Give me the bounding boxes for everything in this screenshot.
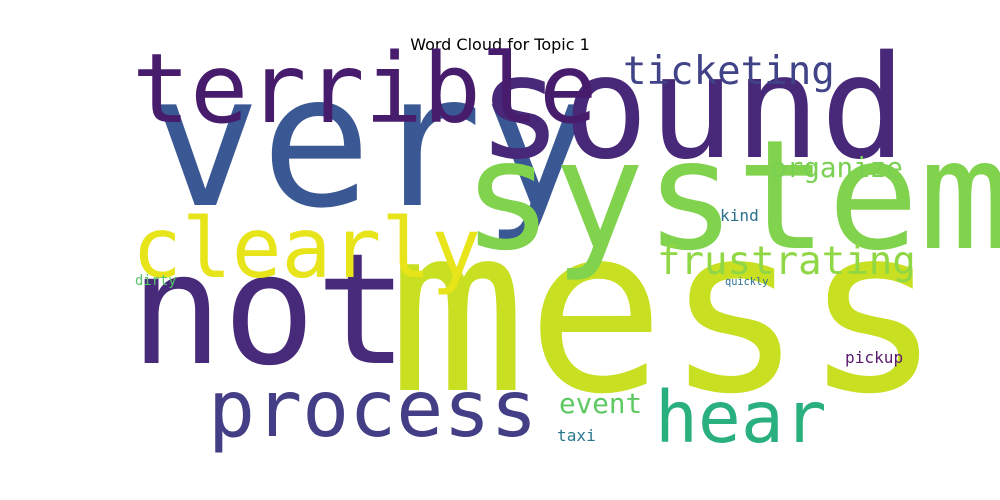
word-pickup: pickup [845,348,903,367]
word-terrible: terrible [132,32,597,145]
word-clearly: clearly [132,200,481,297]
word-ticketing: ticketing [623,49,835,94]
word-process: process [208,364,538,455]
word-mess: mess [388,178,942,445]
word-very: very [150,35,593,249]
word-frustrating: frustrating [657,239,916,284]
word-not: not [130,221,408,400]
chart-title: Word Cloud for Topic 1 [410,35,590,54]
word-taxi: taxi [557,426,596,445]
word-dirty: dirty [135,273,177,289]
word-quickly: quickly [725,276,768,288]
word-kind: kind [720,206,759,225]
word-hear: hear [655,376,827,459]
word-system: system [462,107,1000,284]
word-event: event [559,387,642,420]
word-sound: sound [477,25,906,191]
word-organize: organize [770,151,903,184]
